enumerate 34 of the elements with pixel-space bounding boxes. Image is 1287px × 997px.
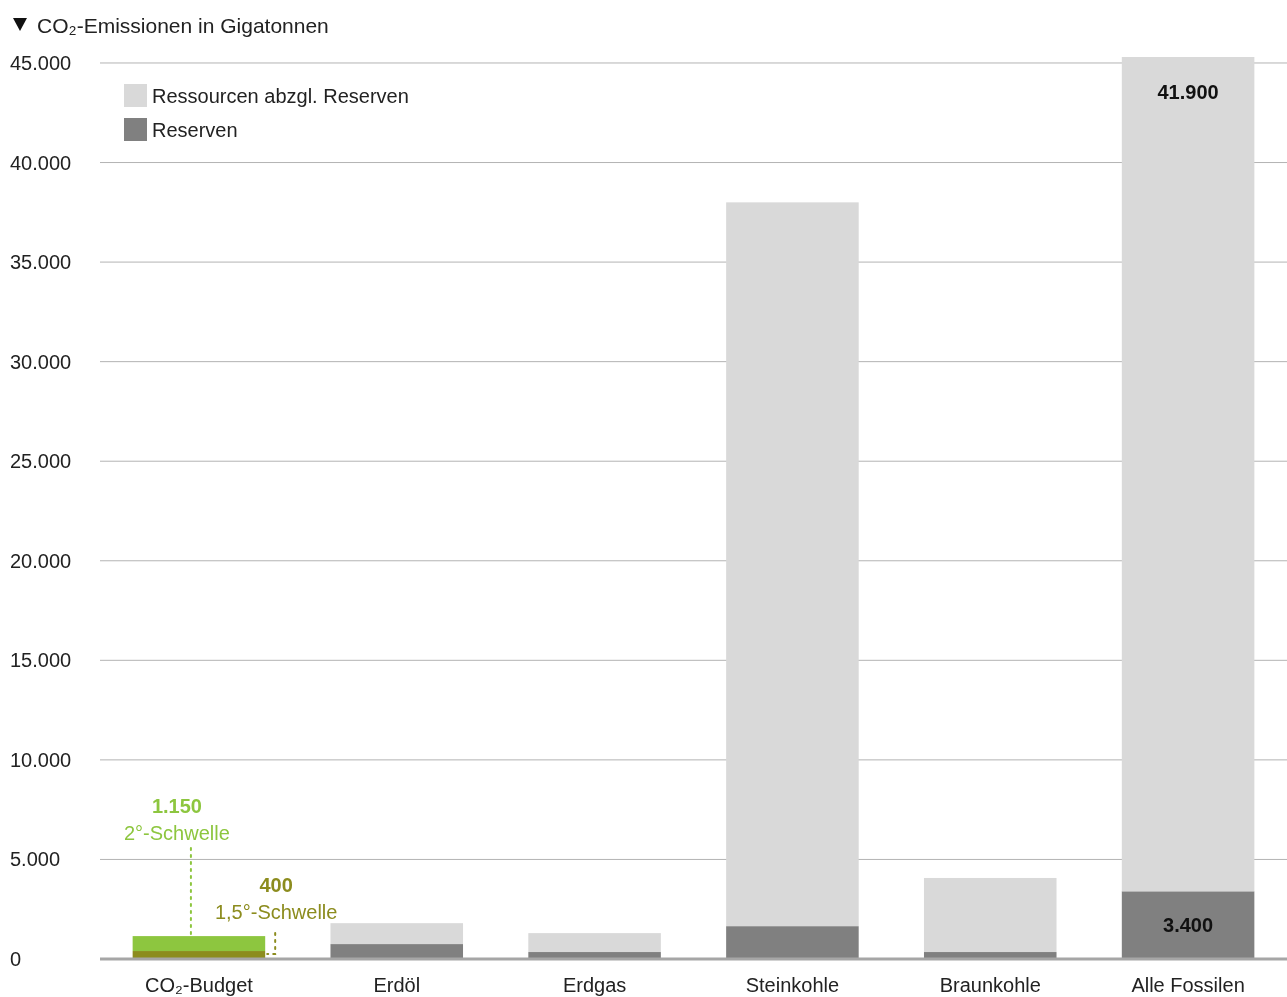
bar [528, 933, 661, 953]
bar [132, 936, 266, 952]
annotation: 2°-Schwelle [124, 822, 230, 844]
bar [1121, 891, 1255, 959]
y-tick-label: 0 [10, 948, 22, 970]
y-tick-label: 40.000 [10, 151, 72, 174]
x-tick-label: Steinkohle [745, 974, 840, 996]
x-tick-label: CO₂-Budget [145, 974, 254, 996]
y-tick-label: 35.000 [10, 251, 72, 274]
x-tick-label: Alle Fossilen [1131, 974, 1245, 996]
x-tick-label: Erdgas [562, 974, 627, 996]
annotation: 1,5°-Schwelle [214, 901, 338, 923]
y-tick-label: 15.000 [10, 649, 72, 672]
bar [923, 877, 1057, 953]
bar [330, 923, 464, 945]
chart-title: CO₂-Emissionen in Gigatonnen [37, 14, 329, 37]
bar [726, 202, 859, 927]
data-label: 3.400 [1163, 914, 1214, 937]
bar [330, 944, 464, 959]
bar [726, 926, 859, 959]
x-tick-label: Erdöl [373, 974, 421, 996]
legend-label: Reserven [152, 119, 238, 141]
y-tick-label: 30.000 [10, 350, 72, 373]
legend-label: Ressourcen abzgl. Reserven [152, 85, 409, 107]
annotation: 1.150 [151, 795, 202, 817]
bar [1121, 57, 1255, 892]
data-label: 41.900 [1157, 81, 1219, 103]
y-tick-label: 25.000 [10, 450, 72, 473]
y-tick-label: 10.000 [10, 748, 72, 771]
y-tick-label: 5.000 [10, 848, 61, 871]
y-tick-label: 45.000 [10, 51, 72, 74]
annotation: 400 [259, 874, 293, 896]
y-tick-label: 20.000 [10, 549, 72, 572]
x-tick-label: Braunkohle [939, 974, 1041, 996]
